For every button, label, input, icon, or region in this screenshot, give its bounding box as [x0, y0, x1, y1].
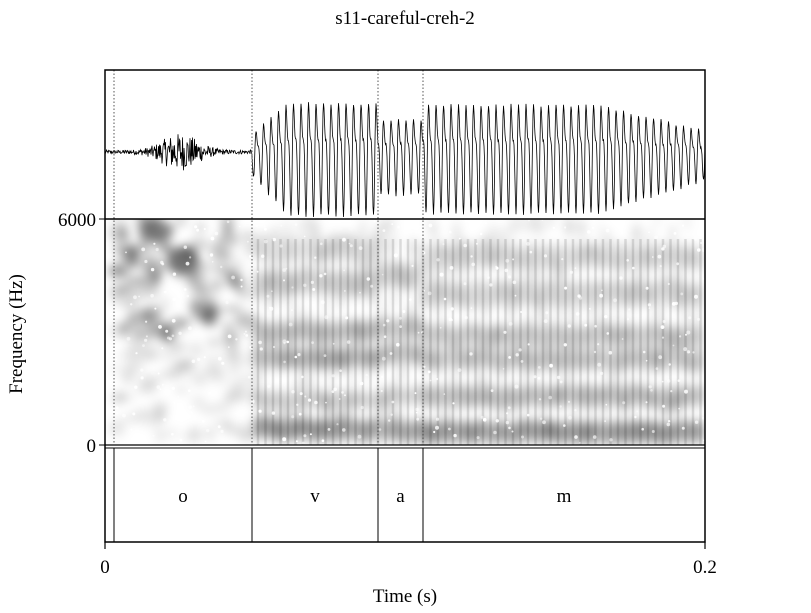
y-tick-label-6000: 6000: [58, 210, 96, 231]
waveform-trace: [105, 102, 705, 218]
spectrogram-striations: [115, 219, 705, 445]
waveform-panel: [105, 102, 705, 218]
segment-boundaries: [113, 70, 424, 542]
x-tick-label-0.2: 0.2: [693, 557, 717, 578]
segment-label-m: m: [557, 486, 572, 507]
y-tick-label-0: 0: [87, 436, 97, 457]
x-tick-label-0: 0: [100, 557, 110, 578]
spectrogram-panel: [105, 219, 705, 445]
segment-label-o: o: [178, 486, 188, 507]
segment-label-v: v: [310, 486, 320, 507]
y-axis-label: Frequency (Hz): [6, 274, 27, 394]
x-axis-label: Time (s): [373, 586, 437, 607]
segment-label-a: a: [396, 486, 405, 507]
plot-frame: [104, 69, 706, 543]
chart-title: s11-careful-creh-2: [335, 8, 475, 29]
spectrogram-energy: [107, 219, 705, 445]
